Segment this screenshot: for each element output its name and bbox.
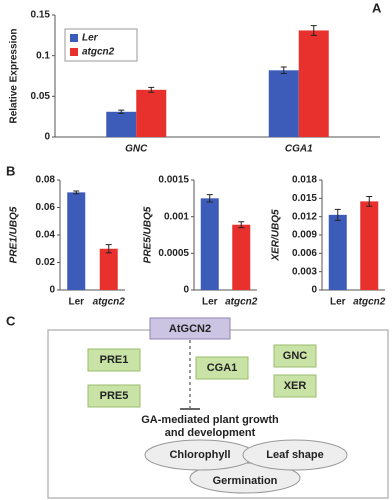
node-box [195, 356, 249, 380]
y-tick-label: 0.009 [292, 230, 317, 241]
y-tick-label: 0 [44, 132, 50, 143]
x-tick-label: Ler [330, 297, 346, 308]
legend-swatch [70, 48, 78, 56]
regulator: AtGCN2 [169, 323, 211, 335]
bar [136, 89, 167, 137]
y-tick-label: 0.018 [292, 175, 317, 186]
panel-label: A [372, 0, 382, 15]
error-bar [118, 109, 125, 114]
x-tick-label: atgcn2 [353, 297, 386, 308]
node-box [273, 344, 317, 368]
panel-label: B [6, 163, 15, 178]
trait: Leaf shape [266, 449, 323, 461]
error-bar [238, 221, 245, 229]
error-bar [73, 190, 80, 195]
legend-swatch [70, 34, 78, 42]
y-tick-label: 0.02 [36, 257, 56, 268]
error-bar [310, 25, 317, 36]
y-axis-label: XER/UBQ5 [271, 209, 282, 262]
target: PRE5 [100, 390, 129, 402]
y-tick-label: 0.1 [36, 50, 50, 61]
target: PRE1 [100, 354, 129, 366]
bar [360, 201, 379, 290]
y-tick-label: 0.001 [164, 211, 189, 222]
y-tick-label: 0 [49, 285, 55, 296]
node-box [87, 384, 141, 408]
y-axis-label: PRE1/UBQ5 [9, 206, 20, 263]
y-tick-label: 0.04 [36, 230, 56, 241]
x-tick-label: Ler [202, 297, 218, 308]
y-tick-label: 0 [311, 285, 317, 296]
y-tick-label: 0.08 [36, 175, 56, 186]
x-tick-label: GNC [125, 144, 148, 155]
x-tick-label: atgcn2 [225, 297, 258, 308]
bar [67, 192, 86, 290]
error-bar [366, 196, 373, 207]
y-tick-label: 0.05 [31, 91, 51, 102]
target: CGA1 [207, 362, 238, 374]
bar [106, 111, 137, 137]
y-tick-label: 0.0005 [158, 248, 189, 259]
y-tick-label: 0.06 [36, 202, 56, 213]
target: XER [284, 380, 307, 392]
bar [200, 198, 219, 290]
x-tick-label: Ler [68, 297, 84, 308]
legend-label: atgcn2 [82, 47, 115, 58]
bar [232, 224, 251, 290]
y-tick-label: 0.006 [292, 248, 317, 259]
bar [99, 248, 118, 290]
bar [298, 30, 329, 138]
error-bar [206, 194, 213, 203]
node-box [149, 317, 231, 340]
outcome: and development [165, 427, 256, 439]
outcome: GA-mediated plant growth [141, 414, 279, 426]
y-tick-label: 0 [183, 285, 189, 296]
error-bar [105, 244, 112, 254]
node-box [273, 374, 317, 398]
y-tick-label: 0.15 [31, 10, 51, 21]
legend-label: Ler [82, 33, 99, 44]
y-tick-label: 0.015 [292, 193, 317, 204]
x-tick-label: CGA1 [285, 144, 313, 155]
error-bar [334, 208, 341, 221]
x-tick-label: atgcn2 [93, 297, 126, 308]
bar [268, 70, 299, 137]
target: GNC [283, 350, 308, 362]
trait: Germination [213, 475, 278, 487]
y-tick-label: 0.0015 [158, 175, 189, 186]
error-bar [280, 66, 287, 75]
trait: Chlorophyll [169, 449, 230, 461]
y-tick-label: 0.012 [292, 211, 317, 222]
error-bar [148, 86, 155, 93]
node-box [87, 348, 141, 372]
y-tick-label: 0.003 [292, 266, 317, 277]
trait-ellipse [242, 439, 348, 471]
y-axis-label: PRE5/UBQ5 [143, 206, 154, 263]
y-axis-label: Relative Expression [9, 28, 20, 123]
bar [328, 214, 347, 290]
panel-label: C [6, 313, 16, 328]
